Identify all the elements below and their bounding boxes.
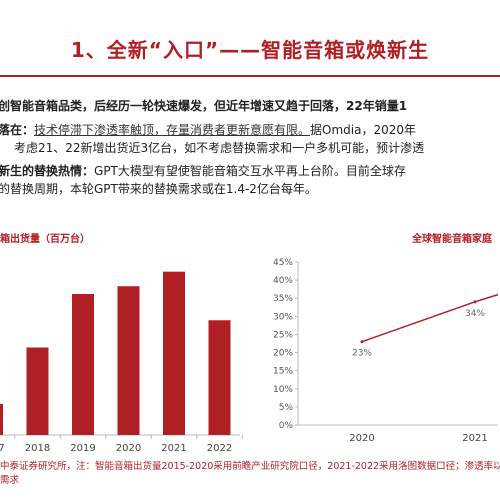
penetration-line-chart: 0% 5% 10% 15% 20% 25% 30% 35% 40% 45% 23% 2020 34% 20… <box>273 258 499 444</box>
bar-tick-label-2018: 2018 <box>25 443 50 454</box>
y-tick-label-15%: 15% <box>273 367 293 377</box>
bar-tick-label-2021: 2021 <box>161 443 186 454</box>
right-chart-title: 全球智能音箱家庭 <box>412 234 492 245</box>
paragraph-4: 新生的替换热情：GPT大模型有望使智能音箱交互水平再上台阶。目前全球存 <box>0 163 406 179</box>
slide-title: 1、全新“入口”——智能音箱或焕新生 <box>70 38 430 62</box>
bar-2021 <box>163 271 185 435</box>
shipment-bar-chart: 2017 2018 2019 2020 2021 2022 <box>0 271 243 454</box>
paragraph-1: 创智能音箱品类，后经历一轮快速爆发，但近年增速又趋于回落，22年销量1 <box>0 99 408 113</box>
bar-tick-label-2019: 2019 <box>70 443 95 454</box>
y-tick-label-30%: 30% <box>273 312 293 322</box>
paragraph-2-label: 落在： <box>0 123 35 137</box>
paragraph-2: 落在：技术停滞下渗透率触顶，存量消费者更新意愿有限。据Omdia，2020年 <box>0 122 416 138</box>
data-label-2020: 23% <box>352 349 372 359</box>
bar-tick-label-2017: 2017 <box>0 443 5 454</box>
paragraph-4-label: 新生的替换热情： <box>0 164 95 178</box>
bar-tick-label-2022: 2022 <box>207 443 232 454</box>
y-tick-label-20%: 20% <box>273 349 293 359</box>
bar-2019 <box>72 294 94 435</box>
bar-2018 <box>26 347 49 435</box>
bar-tick-label-2020: 2020 <box>116 443 141 454</box>
point-2020 <box>360 340 364 344</box>
data-label-2021: 34% <box>465 309 485 319</box>
x-tick-label-2021: 2021 <box>462 433 487 444</box>
paragraph-5: 的替换周期，本轮GPT带来的替换需求或在1.4-2亿台每年。 <box>0 182 317 196</box>
footnote-line-2: 需求 <box>0 475 20 486</box>
bar-2020 <box>117 286 140 435</box>
footnote-line-1: 中泰证券研究所，注：智能音箱出货量2015-2020采用前瞻产业研究院口径，20… <box>0 461 500 472</box>
y-tick-label-40%: 40% <box>273 276 293 286</box>
point-2021 <box>473 300 477 304</box>
left-chart-title: 箱出货量（百万台） <box>0 234 90 245</box>
paragraph-2-tail: 据Omdia，2020年 <box>310 123 417 137</box>
bar-2022 <box>208 320 231 435</box>
paragraph-3: 考虑21、22新增出货近3亿台，如不考虑替换需求和一户多机可能，预计渗透 <box>14 141 425 155</box>
bar-2017 <box>0 403 3 435</box>
y-tick-label-0%: 0% <box>279 421 294 431</box>
y-tick-label-10%: 10% <box>273 385 293 395</box>
title-divider <box>0 75 500 77</box>
paragraph-2-underlined: 技术停滞下渗透率触顶，存量消费者更新意愿有限。 <box>34 123 311 137</box>
y-tick-label-5%: 5% <box>279 403 294 413</box>
y-tick-label-45%: 45% <box>273 258 293 268</box>
y-tick-label-35%: 35% <box>273 294 293 304</box>
paragraph-4-text: GPT大模型有望使智能音箱交互水平再上台阶。目前全球存 <box>94 164 406 178</box>
x-tick-label-2020: 2020 <box>349 433 374 444</box>
footnote: 中泰证券研究所，注：智能音箱出货量2015-2020采用前瞻产业研究院口径，20… <box>0 460 500 488</box>
y-tick-label-25%: 25% <box>273 330 293 340</box>
